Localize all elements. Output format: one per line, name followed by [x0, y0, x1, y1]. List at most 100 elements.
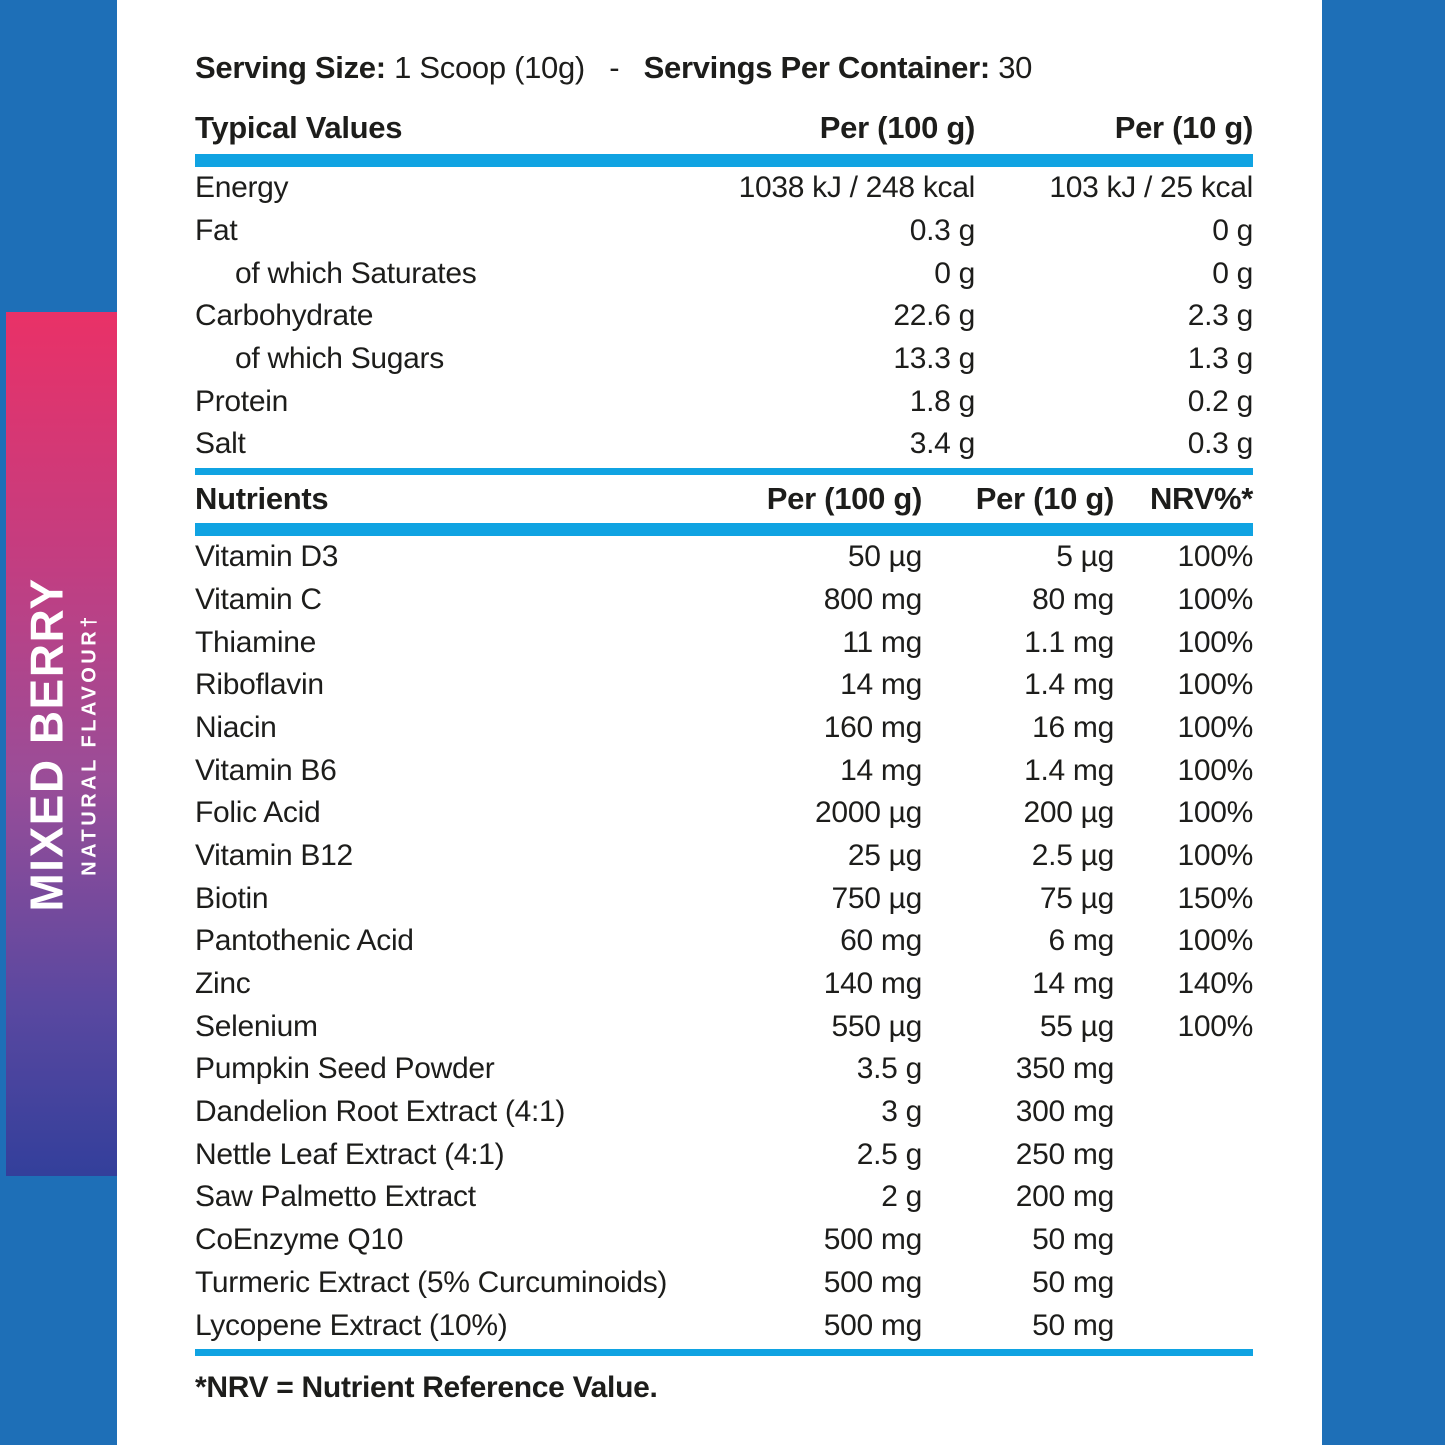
table-row: Vitamin B12 25 µg 2.5 µg 100% — [195, 835, 1253, 878]
nutrients-header: Nutrients Per (100 g) Per (10 g) NRV%* — [195, 475, 1253, 523]
row-per10: 2.5 µg — [1031, 838, 1115, 872]
header-nutrients: Nutrients — [195, 480, 329, 516]
row-per10: 300 mg — [1015, 1095, 1115, 1129]
nrv-footnote: *NRV = Nutrient Reference Value. — [195, 1370, 658, 1404]
row-per10: 50 mg — [1032, 1308, 1114, 1342]
row-label: Zinc — [195, 967, 251, 1001]
table-row: Fat 0.3 g 0 g — [195, 210, 1253, 253]
divider-bar — [195, 154, 1253, 167]
row-per10: 200 mg — [1015, 1180, 1115, 1214]
table-row: Folic Acid 2000 µg 200 µg 100% — [195, 792, 1253, 835]
row-per100: 3.5 g — [856, 1052, 923, 1086]
row-label: Salt — [195, 427, 246, 461]
table-row: Lycopene Extract (10%) 500 mg 50 mg — [195, 1304, 1253, 1347]
row-label: Folic Acid — [195, 796, 321, 830]
row-per10: 1.3 g — [1187, 342, 1254, 376]
row-per100: 1.8 g — [909, 384, 976, 418]
table-row: Niacin 160 mg 16 mg 100% — [195, 707, 1253, 750]
flavour-title: MIXED BERRY — [21, 576, 73, 912]
row-per100: 750 µg — [831, 881, 922, 915]
row-nrv: 100% — [1177, 668, 1253, 702]
row-nrv: 100% — [1177, 753, 1253, 787]
row-nrv: 100% — [1177, 540, 1253, 574]
flavour-banner: MIXED BERRY NATURAL FLAVOUR† — [6, 312, 117, 1176]
row-label: of which Saturates — [235, 256, 477, 290]
table-row: Selenium 550 µg 55 µg 100% — [195, 1005, 1253, 1048]
table-row: of which Sugars 13.3 g 1.3 g — [195, 338, 1253, 381]
row-label: Vitamin B6 — [195, 753, 337, 787]
header-per-100g: Per (100 g) — [766, 480, 923, 516]
row-per10: 1.4 mg — [1024, 668, 1114, 702]
row-label: Saw Palmetto Extract — [195, 1180, 476, 1214]
table-row: Dandelion Root Extract (4:1) 3 g 300 mg — [195, 1091, 1253, 1134]
row-per100: 550 µg — [831, 1009, 922, 1043]
row-per10: 6 mg — [1048, 924, 1115, 958]
row-per10: 103 kJ / 25 kcal — [1049, 171, 1253, 205]
row-label: Riboflavin — [195, 668, 324, 702]
row-per100: 14 mg — [840, 753, 922, 787]
row-per10: 0.2 g — [1187, 384, 1254, 418]
row-label: Vitamin B12 — [195, 838, 353, 872]
row-label: Biotin — [195, 881, 269, 915]
row-label: Nettle Leaf Extract (4:1) — [195, 1137, 505, 1171]
row-per10: 55 µg — [1039, 1009, 1114, 1043]
row-per100: 500 mg — [823, 1265, 923, 1299]
row-per100: 0.3 g — [909, 214, 976, 248]
row-label: of which Sugars — [235, 342, 444, 376]
row-per100: 13.3 g — [893, 342, 975, 376]
typical-values-table: Energy 1038 kJ / 248 kcal 103 kJ / 25 kc… — [195, 167, 1253, 466]
right-frame — [1322, 0, 1445, 1445]
row-label: Turmeric Extract (5% Curcuminoids) — [195, 1265, 668, 1299]
table-row: Vitamin D3 50 µg 5 µg 100% — [195, 536, 1253, 579]
row-nrv: 100% — [1177, 838, 1253, 872]
row-per10: 0 g — [1212, 214, 1253, 248]
row-per100: 500 mg — [823, 1223, 923, 1257]
row-nrv: 100% — [1177, 924, 1253, 958]
row-nrv: 100% — [1177, 796, 1253, 830]
row-label: Niacin — [195, 710, 277, 744]
row-label: Carbohydrate — [195, 299, 374, 333]
table-row: Saw Palmetto Extract 2 g 200 mg — [195, 1176, 1253, 1219]
row-per100: 140 mg — [823, 967, 923, 1001]
row-nrv: 100% — [1177, 625, 1253, 659]
serving-line: Serving Size: 1 Scoop (10g) - Servings P… — [195, 50, 1253, 86]
nutrition-label: Serving Size: 1 Scoop (10g) - Servings P… — [195, 0, 1253, 1408]
row-per100: 60 mg — [840, 924, 922, 958]
serving-separator: - — [609, 50, 620, 85]
row-per10: 250 mg — [1015, 1137, 1115, 1171]
row-per100: 25 µg — [847, 838, 922, 872]
row-label: Protein — [195, 384, 288, 418]
row-label: Fat — [195, 214, 238, 248]
row-label: Dandelion Root Extract (4:1) — [195, 1095, 566, 1129]
row-per10: 50 mg — [1032, 1223, 1114, 1257]
flavour-subtitle: NATURAL FLAVOUR† — [79, 612, 101, 876]
row-label: Lycopene Extract (10%) — [195, 1308, 508, 1342]
table-row: Energy 1038 kJ / 248 kcal 103 kJ / 25 kc… — [195, 167, 1253, 210]
row-per10: 50 mg — [1032, 1265, 1114, 1299]
table-row: Zinc 140 mg 14 mg 140% — [195, 963, 1253, 1006]
row-label: Pumpkin Seed Powder — [195, 1052, 495, 1086]
row-label: Energy — [195, 171, 289, 205]
row-per100: 2.5 g — [856, 1137, 923, 1171]
row-per10: 5 µg — [1056, 540, 1114, 574]
table-row: Vitamin C 800 mg 80 mg 100% — [195, 579, 1253, 622]
row-per10: 1.4 mg — [1024, 753, 1114, 787]
table-row: Turmeric Extract (5% Curcuminoids) 500 m… — [195, 1262, 1253, 1305]
divider-bar — [195, 1348, 1253, 1356]
header-per-10g: Per (10 g) — [975, 480, 1115, 516]
table-row: Vitamin B6 14 mg 1.4 mg 100% — [195, 749, 1253, 792]
table-row: Thiamine 11 mg 1.1 mg 100% — [195, 621, 1253, 664]
table-row: Salt 3.4 g 0.3 g — [195, 423, 1253, 466]
row-per100: 50 µg — [847, 540, 922, 574]
row-per10: 16 mg — [1032, 710, 1114, 744]
header-typical-values: Typical Values — [195, 110, 403, 145]
row-per10: 80 mg — [1032, 582, 1114, 616]
table-row: Nettle Leaf Extract (4:1) 2.5 g 250 mg — [195, 1133, 1253, 1176]
row-nrv: 140% — [1177, 967, 1253, 1001]
row-label: Selenium — [195, 1009, 318, 1043]
table-row: Biotin 750 µg 75 µg 150% — [195, 877, 1253, 920]
row-per10: 2.3 g — [1187, 299, 1254, 333]
row-label: CoEnzyme Q10 — [195, 1223, 404, 1257]
row-nrv: 100% — [1177, 710, 1253, 744]
row-per10: 0.3 g — [1187, 427, 1254, 461]
